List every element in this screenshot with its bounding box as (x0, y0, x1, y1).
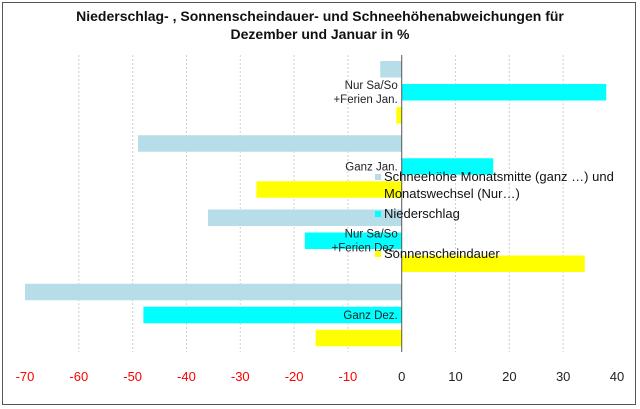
x-tick-label: -20 (285, 369, 304, 384)
bar-niederschlag (401, 84, 607, 101)
bar-sonnenscheindauer (315, 329, 402, 347)
legend-swatch (375, 251, 381, 257)
x-tick-label: -60 (69, 369, 88, 384)
bar-sonnenscheindauer (396, 107, 402, 124)
x-tick-label: 20 (502, 369, 516, 384)
x-tick-label: 40 (610, 369, 624, 384)
x-tick-label: 30 (556, 369, 570, 384)
category-label: Nur Sa/So (345, 229, 398, 241)
category-label: +Ferien Dez. (332, 243, 398, 255)
bar-schneehoehe (138, 135, 402, 152)
category-label: Ganz Dez. (343, 310, 397, 322)
x-tick-label: 0 (398, 369, 405, 384)
category-label: Nur Sa/So (345, 80, 398, 92)
legend-label: Schneehöhe Monatsmitte (ganz …) und (384, 169, 614, 184)
x-tick-label: -40 (177, 369, 196, 384)
bar-niederschlag (401, 158, 494, 175)
x-tick-label: 10 (448, 369, 462, 384)
legend-label: Monatswechsel (Nur…) (384, 186, 520, 201)
bar-niederschlag (143, 306, 402, 324)
bar-schneehoehe (25, 283, 402, 301)
legend-label: Niederschlag (384, 206, 460, 221)
legend-swatch (375, 211, 381, 217)
legend-swatch (375, 174, 381, 180)
x-tick-label: -30 (231, 369, 250, 384)
bar-schneehoehe (207, 209, 402, 226)
x-tick-label: -50 (123, 369, 142, 384)
bar-sonnenscheindauer (401, 255, 585, 272)
bar-niederschlag (304, 232, 402, 249)
chart-title-line: Dezember und Januar in % (231, 26, 410, 42)
chart-title-line: Niederschlag- , Sonnenscheindauer- und S… (76, 8, 564, 24)
category-label: +Ferien Jan. (333, 94, 397, 106)
category-label: Ganz Jan. (345, 161, 397, 173)
x-tick-label: -10 (339, 369, 358, 384)
legend-label: Sonnenscheindauer (384, 246, 500, 261)
bar-sonnenscheindauer (256, 181, 402, 198)
x-tick-label: -70 (16, 369, 35, 384)
bar-schneehoehe (380, 61, 402, 78)
